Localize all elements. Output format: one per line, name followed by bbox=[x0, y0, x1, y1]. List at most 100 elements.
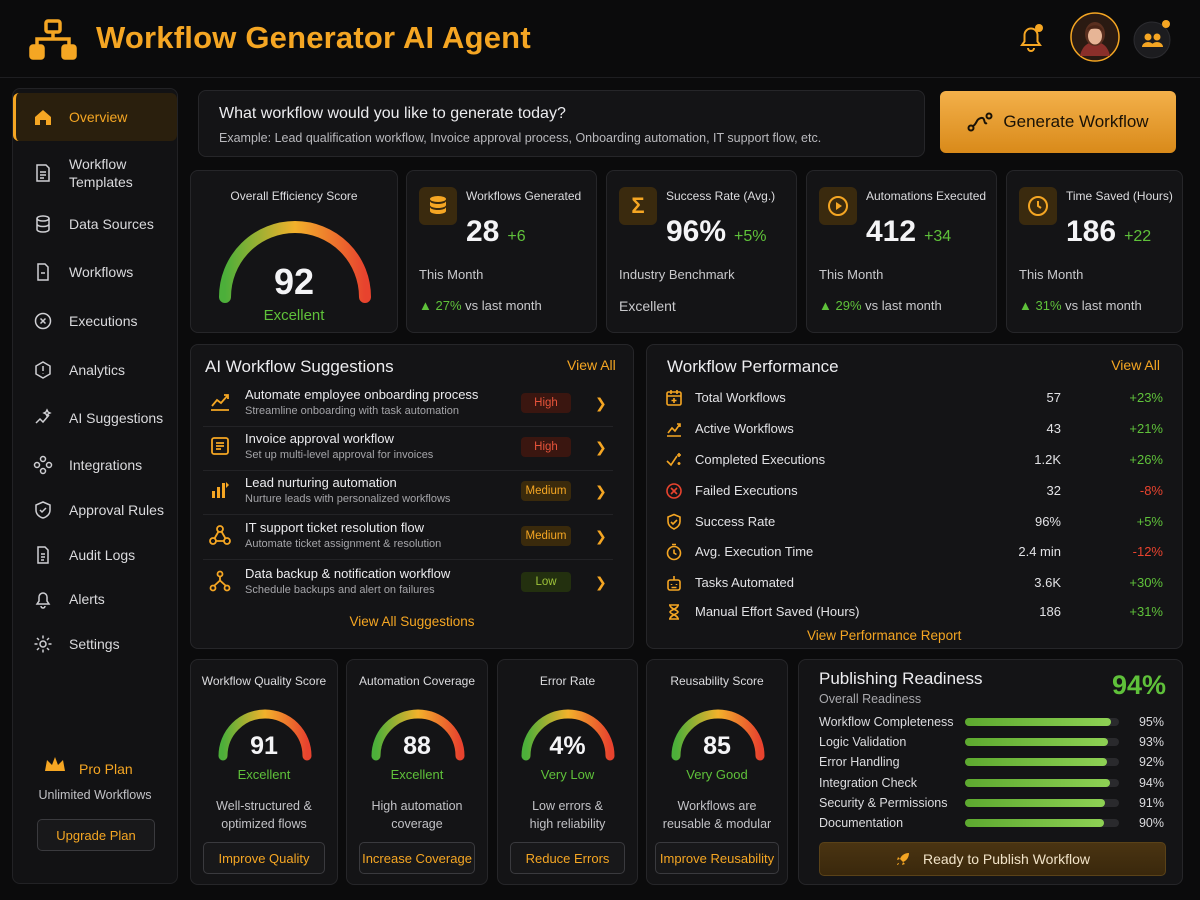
bell-icon[interactable] bbox=[1016, 22, 1046, 54]
play-icon bbox=[819, 187, 857, 225]
sidebar-item-label: Audit Logs bbox=[69, 547, 136, 563]
suggestion-item[interactable]: Lead nurturing automation Nurture leads … bbox=[203, 471, 613, 515]
prompt-example: Example: Lead qualification workflow, In… bbox=[219, 131, 822, 145]
sidebar-item-audit-logs[interactable]: Audit Logs bbox=[13, 535, 177, 575]
chevron-right-icon[interactable]: ❯ bbox=[595, 439, 607, 455]
template-icon bbox=[36, 164, 50, 182]
score-title: Workflow Quality Score bbox=[201, 674, 327, 688]
readiness-title: Publishing Readiness bbox=[819, 669, 983, 688]
score-rating: Very Low bbox=[540, 767, 595, 782]
score-title: Automation Coverage bbox=[358, 674, 476, 688]
sidebar-item-overview[interactable]: Overview bbox=[13, 93, 177, 141]
sidebar-item-label: Data Sources bbox=[69, 216, 154, 232]
performance-title: Workflow Performance bbox=[667, 357, 839, 376]
coverage-gauge bbox=[371, 709, 465, 761]
suggestions-title: AI Workflow Suggestions bbox=[205, 357, 394, 376]
team-icon[interactable] bbox=[1132, 16, 1176, 60]
improve-quality-button[interactable]: Improve Quality bbox=[203, 842, 325, 874]
sidebar-item-ai-suggestions[interactable]: AI Suggestions bbox=[13, 398, 177, 438]
priority-badge: Medium bbox=[521, 481, 571, 501]
score-description: Workflows are reusable & modular bbox=[662, 799, 772, 831]
suggestion-item[interactable]: Automate employee onboarding process Str… bbox=[203, 383, 613, 427]
workflow-prompt-box[interactable]: What workflow would you like to generate… bbox=[198, 90, 925, 157]
score-rating: Excellent bbox=[390, 767, 444, 782]
efficiency-score: 92 bbox=[273, 261, 315, 302]
workflow-performance-panel: Workflow Performance View All Total Work… bbox=[646, 344, 1183, 649]
app-title: Workflow Generator AI Agent bbox=[96, 20, 531, 55]
score-description: Well-structured & optimized flows bbox=[216, 799, 312, 831]
stat-label: Time Saved (Hours) bbox=[1066, 189, 1173, 203]
error-rate-gauge bbox=[521, 709, 615, 761]
stat-value: 28 +6 bbox=[466, 215, 526, 248]
readiness-item: Error Handling 92% bbox=[819, 755, 1164, 769]
suggestion-item[interactable]: Data backup & notification workflow Sche… bbox=[203, 562, 613, 606]
generate-workflow-button[interactable]: Generate Workflow bbox=[940, 91, 1176, 153]
stat-subtitle: This Month bbox=[1019, 267, 1084, 282]
sidebar-item-integrations[interactable]: Integrations bbox=[13, 445, 177, 485]
sidebar-item-analytics[interactable]: Analytics bbox=[13, 350, 177, 390]
ready-to-publish-button[interactable]: Ready to Publish Workflow bbox=[819, 842, 1166, 876]
stat-trend: Excellent bbox=[619, 298, 676, 314]
sidebar-item-workflows[interactable]: Workflows bbox=[13, 252, 177, 292]
stat-label: Success Rate (Avg.) bbox=[666, 189, 776, 203]
ai-suggestions-panel: AI Workflow Suggestions View All Automat… bbox=[190, 344, 634, 649]
improve-reusability-button[interactable]: Improve Reusability bbox=[655, 842, 779, 874]
chevron-right-icon[interactable]: ❯ bbox=[595, 395, 607, 411]
sidebar-item-label: Integrations bbox=[69, 457, 143, 473]
quality-gauge bbox=[218, 709, 312, 761]
sidebar-item-alerts[interactable]: Alerts bbox=[13, 579, 177, 619]
reduce-errors-button[interactable]: Reduce Errors bbox=[510, 842, 625, 874]
sidebar-item-workflow-templates[interactable]: Workflow Templates bbox=[13, 149, 177, 197]
sidebar-item-data-sources[interactable]: Data Sources bbox=[13, 204, 177, 244]
sidebar-item-approval-rules[interactable]: Approval Rules bbox=[13, 490, 177, 530]
gear-icon bbox=[34, 635, 52, 653]
suggestions-view-all-link[interactable]: View All bbox=[567, 357, 616, 373]
bot-icon bbox=[667, 576, 681, 591]
workflow-logo-icon bbox=[29, 19, 77, 60]
efficiency-score-card: Overall Efficiency Score 92 Excellent bbox=[190, 170, 398, 333]
sidebar-item-settings[interactable]: Settings bbox=[13, 624, 177, 664]
performance-row: Active Workflows 43 +21% bbox=[665, 414, 1165, 444]
score-title: Error Rate bbox=[539, 674, 596, 688]
stat-delta: +6 bbox=[507, 228, 526, 245]
sidebar-item-label: Executions bbox=[69, 313, 138, 329]
score-rating: Very Good bbox=[686, 767, 748, 782]
view-all-suggestions-link[interactable]: View All Suggestions bbox=[349, 614, 475, 629]
check-spark-icon bbox=[666, 453, 681, 467]
readiness-bar bbox=[965, 758, 1119, 766]
stat-trend: ▲ 29% vs last month bbox=[819, 298, 942, 313]
readiness-bar bbox=[965, 738, 1119, 746]
efficiency-gauge bbox=[219, 221, 371, 303]
chevron-right-icon[interactable]: ❯ bbox=[595, 483, 607, 499]
clock-icon bbox=[1019, 187, 1057, 225]
chevron-right-icon[interactable]: ❯ bbox=[595, 574, 607, 590]
performance-row: Failed Executions 32 -8% bbox=[665, 476, 1165, 506]
efficiency-title: Overall Efficiency Score bbox=[230, 189, 358, 203]
hourglass-icon bbox=[669, 604, 679, 620]
trend-up-icon: ▲ bbox=[1019, 298, 1032, 313]
crown-icon bbox=[45, 757, 65, 771]
bell-icon bbox=[35, 592, 51, 609]
performance-row: Avg. Execution Time 2.4 min -12% bbox=[665, 537, 1165, 567]
sidebar-item-executions[interactable]: Executions bbox=[13, 301, 177, 341]
view-performance-report-link[interactable]: View Performance Report bbox=[807, 628, 962, 643]
avatar[interactable] bbox=[1070, 12, 1120, 62]
prompt-question: What workflow would you like to generate… bbox=[219, 105, 566, 122]
score-value: 91 bbox=[250, 732, 278, 760]
suggestion-item[interactable]: Invoice approval workflow Set up multi-l… bbox=[203, 427, 613, 471]
home-icon bbox=[35, 110, 51, 125]
chevron-right-icon[interactable]: ❯ bbox=[595, 528, 607, 544]
sidebar-item-label: Overview bbox=[69, 109, 128, 125]
upgrade-plan-button[interactable]: Upgrade Plan bbox=[37, 819, 155, 851]
performance-view-all-link[interactable]: View All bbox=[1111, 357, 1160, 373]
score-card-quality: Workflow Quality Score 91 Excellent Well… bbox=[190, 659, 338, 885]
increase-coverage-button[interactable]: Increase Coverage bbox=[359, 842, 475, 874]
stat-label: Workflows Generated bbox=[466, 189, 582, 203]
trend-up-icon: ▲ bbox=[419, 298, 432, 313]
x-circle-icon bbox=[666, 483, 682, 499]
suggestion-item[interactable]: IT support ticket resolution flow Automa… bbox=[203, 516, 613, 560]
readiness-subtitle: Overall Readiness bbox=[819, 692, 922, 706]
score-rating: Excellent bbox=[237, 767, 291, 782]
sidebar-item-label: Settings bbox=[69, 636, 120, 652]
stat-card-workflows-generated: Workflows Generated 28 +6 This Month ▲ 27… bbox=[406, 170, 597, 333]
